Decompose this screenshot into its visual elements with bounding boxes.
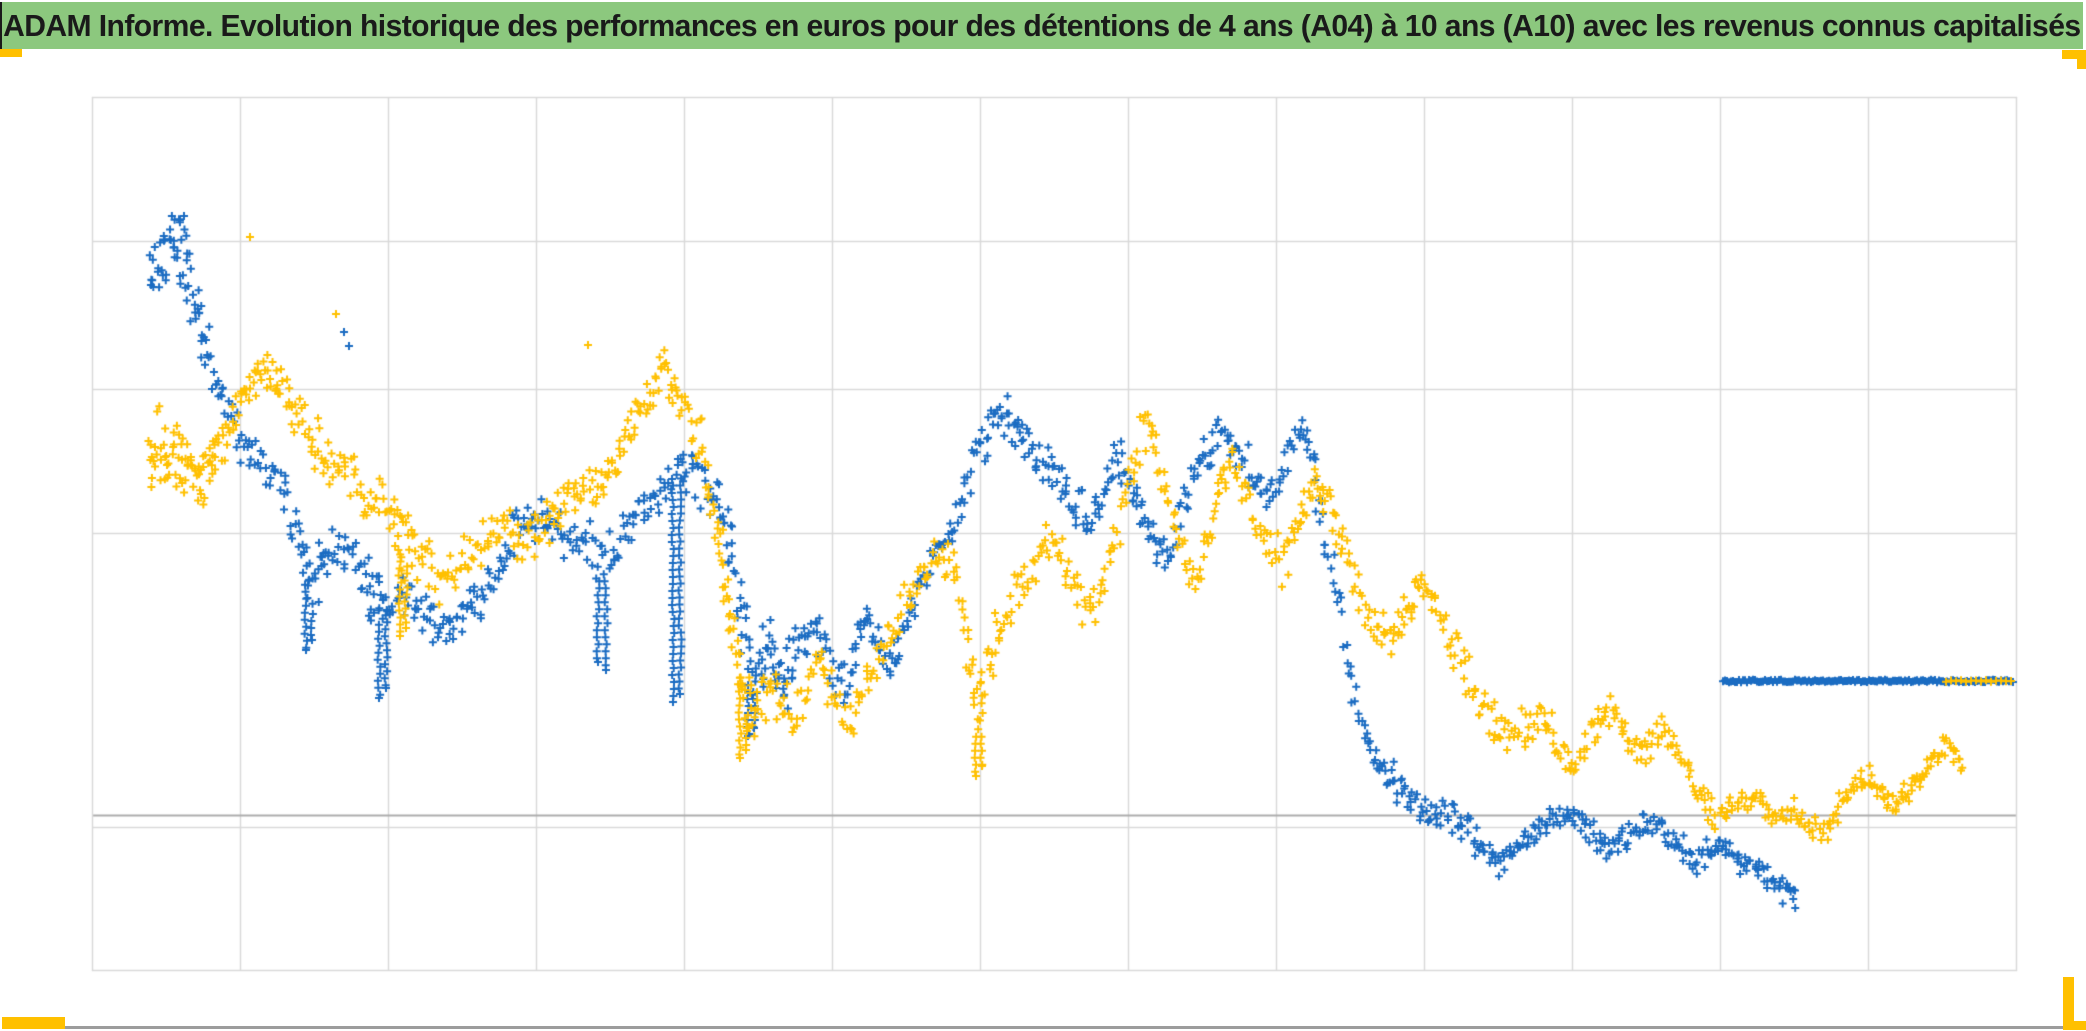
slide-background: ADAM Informe. Evolution historique des p… bbox=[0, 0, 2086, 1031]
scatter-chart-canvas bbox=[0, 0, 2086, 1031]
